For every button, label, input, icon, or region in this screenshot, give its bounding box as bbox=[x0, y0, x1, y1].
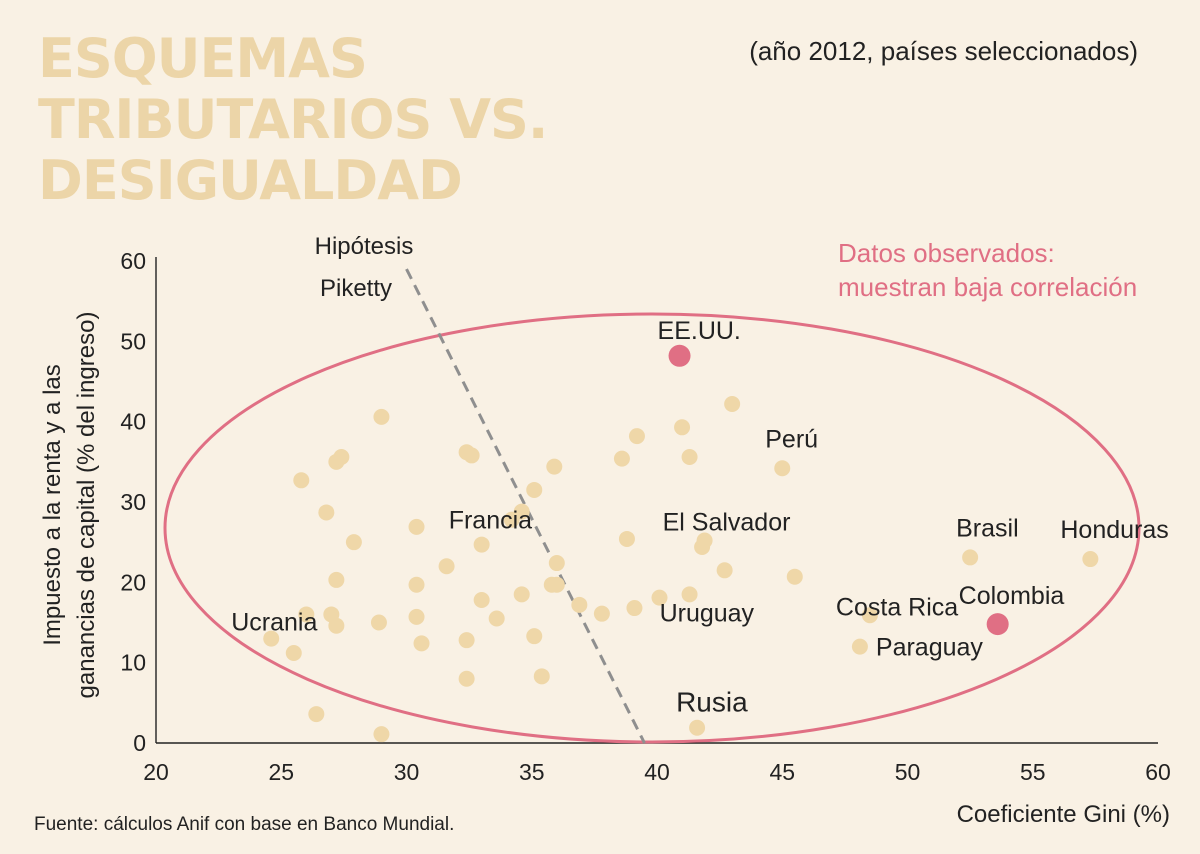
point-label: Francia bbox=[449, 507, 532, 535]
data-point bbox=[526, 628, 543, 645]
x-tick-label: 40 bbox=[644, 759, 670, 785]
data-point bbox=[689, 719, 706, 736]
data-point bbox=[408, 576, 425, 593]
hypothesis-label-line: Hipótesis bbox=[315, 233, 414, 260]
point-label: Perú bbox=[765, 425, 818, 453]
data-point bbox=[413, 635, 430, 652]
chart-subtitle: (año 2012, países seleccionados) bbox=[749, 36, 1138, 66]
data-point bbox=[293, 472, 310, 489]
data-point bbox=[651, 589, 668, 606]
data-point bbox=[774, 460, 791, 477]
highlighted-point-label: EE.UU. bbox=[658, 317, 741, 345]
data-point bbox=[328, 571, 345, 588]
x-tick-label: 20 bbox=[143, 759, 169, 785]
data-point bbox=[548, 555, 565, 572]
title-line-2: TRIBUTARIOS VS. bbox=[38, 88, 548, 151]
point-label: El Salvador bbox=[663, 509, 791, 537]
point-label: Paraguay bbox=[876, 634, 984, 662]
data-point bbox=[473, 592, 490, 609]
data-point bbox=[298, 606, 315, 623]
y-axis-title-line: ganancias de capital (% del ingreso) bbox=[73, 312, 100, 699]
observed-data-ellipse bbox=[163, 312, 1141, 744]
data-point bbox=[546, 458, 563, 475]
data-point bbox=[328, 617, 345, 634]
hypothesis-line bbox=[405, 268, 646, 744]
y-tick-label: 60 bbox=[120, 248, 146, 274]
data-point bbox=[503, 511, 520, 528]
data-point bbox=[628, 428, 645, 445]
data-point bbox=[571, 596, 588, 613]
x-tick-label: 50 bbox=[895, 759, 921, 785]
x-tick-label: 60 bbox=[1145, 759, 1171, 785]
data-point bbox=[861, 607, 878, 624]
y-tick-label: 30 bbox=[120, 489, 146, 515]
point-label: Uruguay bbox=[660, 599, 755, 627]
point-label: Costa Rica bbox=[836, 593, 958, 621]
observed-label-line: muestran baja correlación bbox=[838, 272, 1137, 302]
data-point bbox=[1082, 551, 1099, 568]
x-axis-title: Coeficiente Gini (%) bbox=[957, 801, 1170, 828]
y-tick-label: 40 bbox=[120, 409, 146, 435]
data-point bbox=[681, 449, 698, 466]
observed-label-line: Datos observados: bbox=[838, 238, 1055, 268]
chart-title: ESQUEMAS TRIBUTARIOS VS. DESIGUALDAD bbox=[38, 27, 548, 212]
y-tick-label: 10 bbox=[120, 650, 146, 676]
highlighted-point-label: Colombia bbox=[959, 582, 1065, 610]
data-point bbox=[593, 605, 610, 622]
hypothesis-label-line: Piketty bbox=[320, 275, 392, 302]
title-line-1: ESQUEMAS bbox=[38, 27, 368, 90]
data-point bbox=[318, 504, 335, 521]
data-point bbox=[696, 532, 713, 549]
data-point bbox=[548, 576, 565, 593]
data-point bbox=[851, 638, 868, 655]
data-point bbox=[962, 549, 979, 566]
title-line-3: DESIGUALDAD bbox=[38, 149, 463, 212]
data-point bbox=[786, 568, 803, 585]
data-point bbox=[263, 630, 280, 647]
x-tick-label: 45 bbox=[769, 759, 795, 785]
data-point bbox=[463, 447, 480, 464]
data-point bbox=[285, 645, 302, 662]
point-label: Brasil bbox=[956, 514, 1019, 542]
data-point bbox=[373, 726, 390, 743]
highlighted-point bbox=[668, 344, 691, 367]
data-point bbox=[345, 534, 362, 551]
source-note: Fuente: cálculos Anif con base en Banco … bbox=[34, 814, 455, 835]
x-tick-label: 30 bbox=[394, 759, 420, 785]
point-label: Honduras bbox=[1060, 516, 1168, 544]
data-point bbox=[681, 586, 698, 603]
data-point bbox=[458, 632, 475, 649]
data-point bbox=[613, 450, 630, 467]
data-point bbox=[373, 408, 390, 425]
point-label: Rusia bbox=[676, 687, 748, 718]
data-point bbox=[308, 706, 325, 723]
data-point bbox=[716, 562, 733, 579]
data-point bbox=[674, 419, 691, 436]
x-tick-label: 25 bbox=[268, 759, 294, 785]
data-point bbox=[533, 668, 550, 685]
data-point bbox=[513, 586, 530, 603]
y-tick-label: 20 bbox=[120, 569, 146, 595]
data-point bbox=[458, 670, 475, 687]
data-point bbox=[408, 608, 425, 625]
data-point bbox=[724, 395, 741, 412]
data-point bbox=[438, 558, 455, 575]
point-label: Ucrania bbox=[231, 609, 317, 637]
data-point bbox=[473, 536, 490, 553]
x-tick-label: 55 bbox=[1020, 759, 1046, 785]
data-point bbox=[488, 610, 505, 627]
y-tick-label: 0 bbox=[133, 730, 146, 756]
highlighted-point bbox=[986, 613, 1009, 636]
data-point bbox=[370, 614, 387, 631]
data-point bbox=[626, 600, 643, 617]
y-tick-label: 50 bbox=[120, 328, 146, 354]
y-axis-title-line: Impuesto a la renta y a las bbox=[39, 364, 66, 645]
y-axis-title: Impuesto a la renta y a las ganancias de … bbox=[39, 312, 100, 699]
data-point bbox=[526, 481, 543, 498]
x-tick-label: 35 bbox=[519, 759, 545, 785]
data-point bbox=[333, 449, 350, 466]
data-point bbox=[618, 530, 635, 547]
data-point bbox=[408, 518, 425, 535]
